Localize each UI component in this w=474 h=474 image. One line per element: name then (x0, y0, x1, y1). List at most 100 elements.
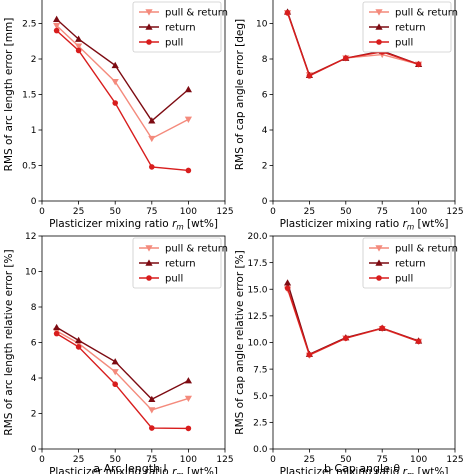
legend-marker (375, 9, 383, 16)
data-point (75, 336, 83, 344)
x-tick-label: 100 (180, 455, 197, 465)
y-tick-label: 2.5 (253, 419, 267, 429)
legend-marker (145, 245, 153, 252)
data-point (75, 344, 82, 350)
chart-panel-bottom-left: 0 25 50 75 100 125 0 2 4 6 8 10 12 Plasticizer mixing… (3, 232, 234, 474)
legend-label: return (165, 259, 196, 270)
data-point (111, 61, 119, 69)
x-tick-label: 100 (180, 207, 197, 217)
data-point (75, 43, 83, 50)
y-tick-label: 1.5 (22, 91, 36, 101)
chart-panel-bottom-right: 0 25 50 75 100 125 0.0 2.5 5.0 7.5 10.0 12.5 15.0 17.… (234, 232, 464, 474)
y-tick-label: 2 (31, 55, 37, 65)
y-tick-label: 17.5 (247, 259, 267, 269)
data-point (75, 35, 83, 42)
x-tick-label: 25 (73, 455, 84, 465)
legend-marker (375, 259, 383, 266)
legend-label: pull & return (395, 244, 458, 255)
data-point (185, 425, 192, 432)
x-tick-label: 125 (216, 207, 233, 217)
data-point (111, 79, 119, 86)
legend-label: return (395, 23, 426, 34)
legend-label: pull (165, 274, 183, 285)
x-tick-label: 100 (410, 207, 427, 217)
y-tick-label: 0.0 (253, 445, 268, 455)
x-tick-label: 125 (216, 455, 233, 465)
y-tick-label: 2 (262, 162, 268, 172)
y-tick-label: 6 (262, 91, 268, 101)
x-tick-label: 100 (410, 455, 427, 465)
data-point (75, 47, 82, 54)
y-tick-label: 8 (31, 303, 37, 313)
legend-label: return (165, 23, 196, 34)
x-tick-label: 0 (270, 455, 276, 465)
x-tick-label: 0 (270, 207, 276, 217)
y-tick-label: 1 (31, 126, 37, 136)
y-axis-label: RMS of cap angle error [deg] (234, 19, 246, 170)
y-axis-label: RMS of arc length relative error [%] (3, 249, 15, 435)
legend-marker (146, 275, 152, 281)
y-tick-label: 2.5 (22, 20, 36, 30)
y-tick-label: 10 (256, 20, 268, 30)
y-axis-label: RMS of cap angle relative error [%] (234, 250, 246, 434)
y-tick-label: 15.0 (247, 285, 267, 295)
data-point (415, 338, 422, 345)
legend-marker (375, 23, 383, 30)
data-point (112, 100, 118, 106)
caption-left: a Arc length l (93, 462, 166, 474)
x-tick-label: 75 (376, 207, 387, 217)
legend-label: pull (395, 38, 413, 49)
data-point (185, 167, 192, 174)
data-point (283, 279, 292, 286)
x-tick-label: 75 (146, 455, 157, 465)
x-tick-label: 75 (146, 207, 157, 217)
x-tick-label: 25 (304, 207, 315, 217)
y-axis-label: RMS of arc length error [mm] (3, 18, 15, 172)
y-tick-label: 20.0 (247, 232, 267, 242)
legend-marker (145, 9, 153, 16)
x-axis-label: Plasticizer mixing ratio rm [wt%] (280, 218, 449, 232)
legend-box (362, 237, 452, 289)
data-point (379, 325, 386, 331)
x-tick-label: 0 (39, 455, 45, 465)
y-tick-label: 12.5 (247, 312, 267, 322)
data-point (148, 135, 156, 143)
data-point (148, 117, 156, 124)
legend-marker (376, 39, 382, 45)
series-line (286, 282, 419, 356)
x-tick-label: 25 (304, 455, 315, 465)
x-tick-label: 50 (109, 455, 121, 465)
data-point (184, 395, 192, 403)
legend-marker (146, 39, 152, 45)
y-tick-label: 2 (31, 410, 37, 420)
y-tick-label: 5.0 (253, 392, 268, 402)
x-tick-label: 50 (109, 207, 121, 217)
x-axis-label: Plasticizer mixing ratio rm [wt%] (49, 218, 218, 232)
data-point (148, 407, 156, 414)
legend-marker (145, 259, 153, 266)
y-tick-label: 0 (31, 197, 37, 207)
data-point (53, 15, 61, 22)
y-tick-label: 8 (262, 55, 268, 65)
data-point (149, 164, 155, 170)
legend-box (132, 1, 222, 53)
x-tick-label: 125 (446, 455, 463, 465)
data-point (306, 73, 313, 79)
data-point (53, 330, 60, 337)
y-tick-label: 10 (25, 268, 37, 278)
data-point (111, 358, 119, 365)
x-tick-label: 50 (340, 207, 352, 217)
data-point (284, 285, 291, 291)
data-point (148, 395, 156, 402)
legend-label: pull & return (395, 8, 458, 19)
data-point (53, 27, 60, 34)
y-tick-label: 10.0 (247, 339, 267, 349)
x-tick-label: 25 (73, 207, 84, 217)
y-tick-label: 7.5 (253, 365, 267, 375)
data-point (284, 10, 291, 16)
data-point (343, 55, 349, 61)
y-tick-label: 0 (262, 197, 268, 207)
legend-label: pull & return (165, 8, 228, 19)
